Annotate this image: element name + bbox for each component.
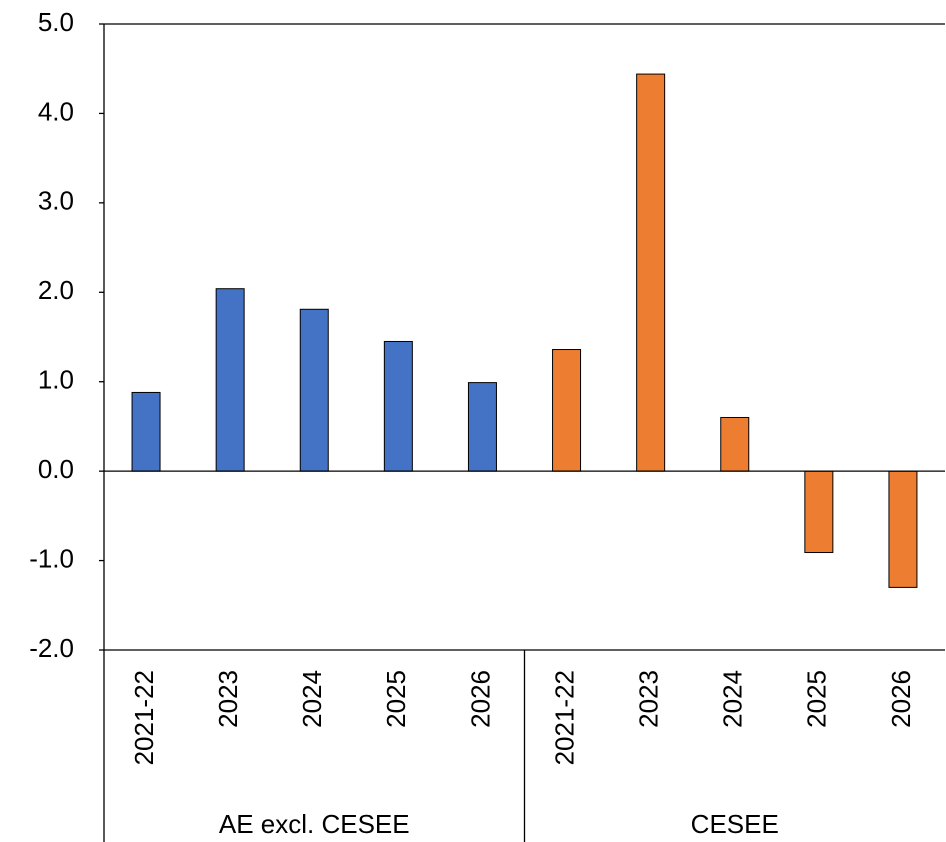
x-tick-label: 2026 (465, 670, 495, 728)
x-tick-label: 2023 (213, 670, 243, 728)
x-tick-label: 2025 (802, 670, 832, 728)
x-tick-label: 2024 (718, 670, 748, 728)
x-tick-label: 2024 (297, 670, 327, 728)
y-tick-label: 5.0 (38, 7, 74, 37)
x-tick-label: 2025 (381, 670, 411, 728)
y-tick-label: 1.0 (38, 365, 74, 395)
bar (467, 382, 497, 472)
group-label: CESEE (691, 809, 779, 839)
y-tick-label: 2.0 (38, 275, 74, 305)
bar (299, 308, 329, 472)
y-tick-label: -1.0 (29, 543, 74, 573)
y-tick-label: -2.0 (29, 633, 74, 663)
x-tick-label: 2021-22 (549, 670, 579, 765)
x-tick-label: 2021-22 (129, 670, 159, 765)
bar (383, 340, 413, 472)
y-tick-label: 4.0 (38, 96, 74, 126)
bar (131, 391, 161, 472)
x-tick-label: 2023 (634, 670, 664, 728)
bar (552, 349, 582, 472)
x-tick-label: 2026 (886, 670, 916, 728)
bar (720, 416, 750, 472)
bar (215, 288, 245, 472)
y-tick-label: 0.0 (38, 454, 74, 484)
group-label: AE excl. CESEE (219, 809, 410, 839)
bar (888, 470, 918, 588)
y-tick-label: 3.0 (38, 186, 74, 216)
bar (636, 73, 666, 472)
bar (804, 470, 834, 554)
